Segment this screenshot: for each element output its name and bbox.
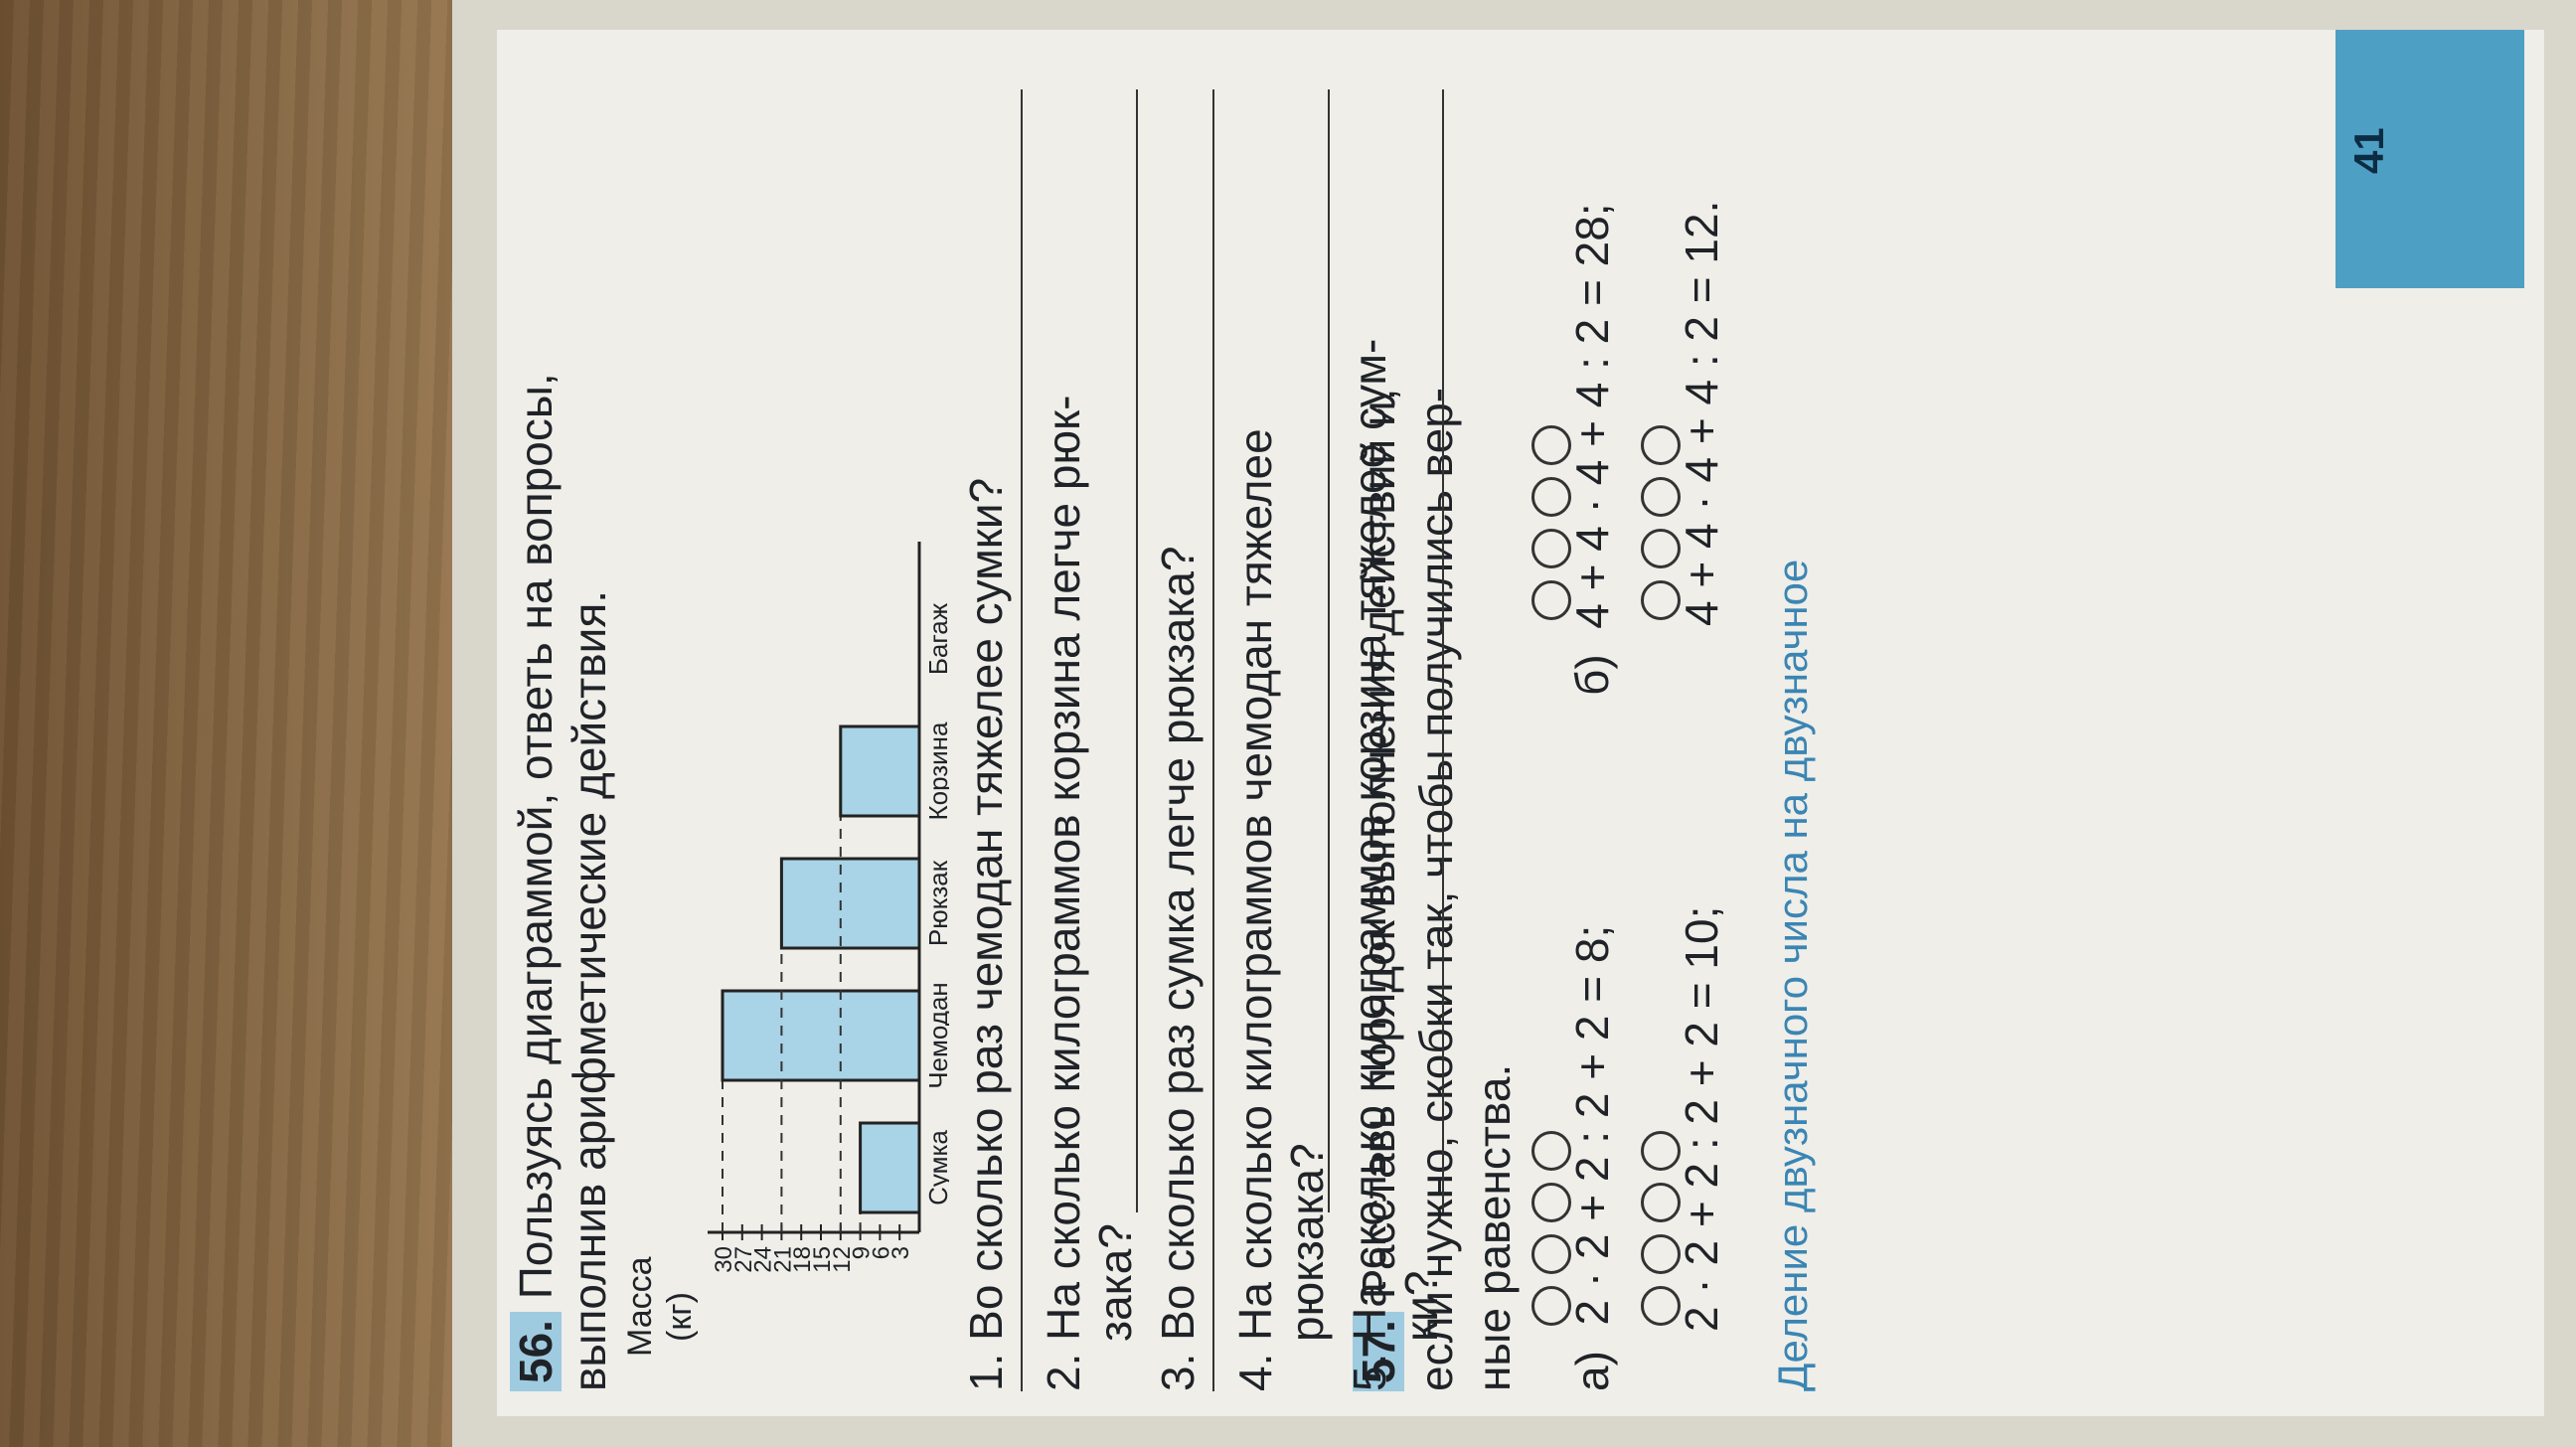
category-label: Сумка: [923, 1130, 949, 1206]
part-b-label: б): [1566, 654, 1618, 696]
task57-line2: если нужно, скобки так, чтобы получились…: [1410, 387, 1462, 1391]
equation-b2: 4 + 4 · 4 + 4 : 2 = 12.: [1676, 200, 1727, 626]
y-tick-label: 6: [868, 1246, 894, 1259]
page-footer: Деление двузначного числа на двузначное: [1769, 559, 1816, 1391]
question-4: 4. На сколько килограммов чемодан тяжеле…: [1229, 428, 1281, 1391]
bar-2: [721, 989, 921, 1082]
category-label: Чемодан: [923, 982, 949, 1089]
y-tick-label: 27: [730, 1246, 757, 1273]
y-tick-label: 18: [789, 1246, 816, 1273]
y-tick-label: 21: [769, 1246, 796, 1273]
question-2: 2. На сколько килограммов корзина легче …: [1038, 395, 1089, 1391]
y-tick-label: 3: [887, 1246, 914, 1259]
equation-b1: б) 4 + 4 · 4 + 4 : 2 = 28;: [1565, 203, 1619, 696]
question-5: 5. На сколько килограммов корзина тяжеле…: [1344, 338, 1395, 1391]
y-tick-label: 30: [711, 1246, 737, 1273]
equation-a1-text: 2 · 2 + 2 : 2 + 2 = 8;: [1566, 924, 1618, 1326]
y-tick-label: 12: [829, 1246, 856, 1273]
category-label: Корзина: [923, 722, 949, 821]
answer-line[interactable]: [1212, 89, 1214, 1391]
answer-line[interactable]: [1021, 89, 1023, 1391]
page-content: 56. Пользуясь диаграммой, ответь на вопр…: [497, 30, 2524, 1411]
task56-line2: выполнив арифметические действия.: [564, 589, 615, 1391]
bar-3: [779, 857, 921, 950]
question-3: 3. Во сколько раз сумка легче рюкзака?: [1152, 546, 1204, 1391]
equation-a2: 2 · 2 + 2 : 2 + 2 = 10;: [1676, 905, 1727, 1332]
category-label: Рюкзак: [923, 860, 949, 946]
y-axis-unit: (кг): [661, 1292, 699, 1342]
y-tick-label: 9: [849, 1246, 876, 1259]
y-axis-label: Масса: [621, 1256, 659, 1357]
bar-4: [839, 724, 921, 818]
task56-text: Пользуясь диаграммой, ответь на вопросы,: [510, 373, 562, 1300]
part-a-label: а): [1566, 1351, 1618, 1391]
category-label: Багаж: [923, 602, 949, 675]
equation-a1: а) 2 · 2 + 2 : 2 + 2 = 8;: [1565, 925, 1619, 1391]
bar-1: [859, 1121, 921, 1214]
question-5-continuation: ки?: [1395, 1270, 1447, 1342]
task57-line3: ные равенства.: [1468, 1063, 1520, 1391]
y-tick-label: 24: [750, 1246, 777, 1273]
answer-line[interactable]: [1442, 89, 1444, 1212]
question-2-continuation: зака?: [1089, 1223, 1141, 1342]
y-tick-label: 15: [809, 1246, 836, 1273]
question-4-continuation: рюкзака?: [1281, 1143, 1333, 1342]
task56-number: 56.: [510, 1312, 562, 1391]
textbook-page: 56. Пользуясь диаграммой, ответь на вопр…: [497, 30, 2544, 1416]
task56-line1: 56. Пользуясь диаграммой, ответь на вопр…: [509, 373, 563, 1391]
page-number: 41: [2345, 127, 2392, 174]
answer-line[interactable]: [1136, 89, 1138, 1212]
equation-b1-text: 4 + 4 · 4 + 4 : 2 = 28;: [1566, 203, 1618, 629]
answer-line[interactable]: [1328, 89, 1330, 1212]
question-1: 1. Во сколько раз чемодан тяжелее сумки?: [960, 477, 1012, 1391]
